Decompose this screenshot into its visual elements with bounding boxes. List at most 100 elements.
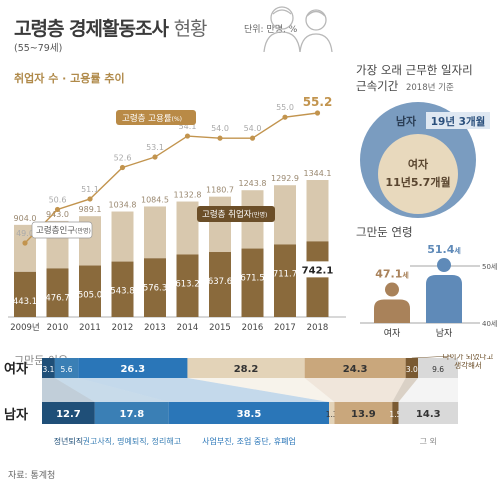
population-value-label: 989.1 bbox=[79, 205, 102, 214]
rate-point bbox=[282, 114, 288, 120]
page-title: 고령층 경제활동조사 현황 bbox=[14, 14, 208, 41]
reasons-segment bbox=[398, 402, 458, 424]
rate-point bbox=[249, 135, 256, 141]
reasons-connector bbox=[78, 378, 330, 402]
employed-label-bg bbox=[303, 261, 332, 278]
rate-point bbox=[119, 164, 126, 171]
employed-legend-label: 고령층 취업자(만명) bbox=[202, 209, 267, 220]
male-tenure-value: 19년 3개월 bbox=[431, 115, 486, 128]
tenure-circles: 남자 19년 3개월 여자 11년5.7개월 bbox=[360, 102, 490, 218]
reasons-category-label: 권고사직, 명예퇴직, 정리해고 bbox=[83, 436, 182, 446]
reasons-connector bbox=[392, 378, 419, 402]
male-person-icon bbox=[437, 258, 451, 273]
employed-value-label: 576.3 bbox=[143, 283, 167, 293]
employed-value-label: 543.8 bbox=[110, 287, 134, 297]
reasons-value-label: 14.3 bbox=[416, 409, 441, 420]
population-value-label: 943.0 bbox=[46, 210, 69, 219]
rate-value-label: 52.6 bbox=[114, 154, 132, 163]
x-tick-label: 2015 bbox=[209, 323, 231, 333]
title-tail: 현황 bbox=[173, 18, 208, 40]
reasons-value-label: 13.9 bbox=[351, 409, 376, 420]
rate-legend-box bbox=[116, 110, 196, 125]
age-category-label: 남자 bbox=[436, 328, 453, 339]
age-value-label: 51.4세 bbox=[427, 243, 461, 256]
rate-line bbox=[24, 112, 318, 244]
rate-legend-label: 고령층 고용률(%) bbox=[122, 113, 182, 124]
quit-age-section-title: 그만둔 연령 bbox=[356, 225, 413, 239]
rate-point bbox=[217, 135, 223, 141]
reasons-value-label: 5.6 bbox=[61, 365, 73, 374]
employed-bar bbox=[111, 261, 134, 317]
elderly-couple-illustration bbox=[263, 6, 333, 52]
rate-point bbox=[314, 110, 321, 116]
reasons-segment bbox=[42, 358, 55, 378]
tenure-title-line2: 근속기간 bbox=[356, 79, 399, 93]
employed-value-label: 711.7 bbox=[273, 269, 297, 279]
title-main: 고령층 경제활동조사 bbox=[14, 18, 169, 40]
employed-bar bbox=[79, 265, 101, 317]
population-value-label: 1243.8 bbox=[239, 179, 267, 188]
employed-bar bbox=[176, 254, 199, 317]
employed-value-label: 671.5 bbox=[240, 274, 264, 284]
rate-value-label: 54.1 bbox=[179, 122, 197, 131]
rate-value-label: 50.6 bbox=[49, 195, 67, 204]
rate-point bbox=[184, 133, 191, 139]
x-tick-label: 2011 bbox=[79, 323, 101, 333]
rate-value-label: 54.0 bbox=[244, 124, 262, 133]
age-40-label: 40세 bbox=[482, 319, 497, 328]
female-tenure-label: 여자 bbox=[408, 157, 429, 171]
female-tenure-circle bbox=[378, 134, 458, 214]
female-tenure-value: 11년5.7개월 bbox=[385, 175, 450, 189]
reasons-segment bbox=[405, 358, 419, 378]
source-note: 자료: 통계청 bbox=[8, 471, 56, 481]
reasons-row-label: 여자 bbox=[4, 361, 28, 377]
population-legend-box bbox=[31, 221, 93, 239]
population-value-label: 1292.9 bbox=[271, 174, 299, 183]
population-value-label: 1180.7 bbox=[206, 186, 234, 195]
reasons-segment bbox=[304, 358, 406, 378]
population-bar bbox=[209, 196, 231, 253]
reasons-value-label: 1.3 bbox=[326, 410, 338, 419]
reasons-connector bbox=[187, 378, 335, 402]
rate-value-label: 51.1 bbox=[81, 185, 99, 194]
male-tenure-label: 남자 bbox=[396, 114, 417, 128]
female-age-bar bbox=[374, 299, 410, 323]
reasons-category-label: 사업부진, 조업 중단, 휴폐업 bbox=[202, 436, 296, 446]
tenure-standard: 2018년 기준 bbox=[405, 83, 454, 93]
employed-value-label: 505.0 bbox=[78, 291, 102, 301]
population-value-label: 1084.5 bbox=[141, 195, 169, 204]
population-bar bbox=[111, 211, 134, 262]
population-value-label: 1344.1 bbox=[304, 169, 332, 178]
reasons-value-label: 9.6 bbox=[432, 365, 444, 374]
age-category-label: 여자 bbox=[384, 327, 401, 339]
employed-legend-box bbox=[197, 206, 275, 222]
reasons-segment bbox=[187, 358, 305, 378]
male-age-bar bbox=[426, 275, 462, 323]
unit-note: 단위: 만명, % bbox=[244, 25, 298, 35]
tenure-section-title: 가장 오래 근무한 일자리 근속기간 2018년 기준 bbox=[356, 62, 473, 96]
reasons-value-label: 17.8 bbox=[120, 409, 145, 420]
reasons-segment bbox=[42, 402, 95, 424]
rate-point bbox=[54, 206, 61, 213]
x-tick-label: 2013 bbox=[144, 323, 166, 333]
reasons-connector bbox=[304, 378, 406, 402]
reasons-segment bbox=[54, 358, 79, 378]
reasons-value-label: 38.5 bbox=[237, 409, 262, 420]
employed-bar bbox=[46, 268, 69, 317]
rate-point bbox=[87, 196, 93, 202]
reasons-value-label: 26.3 bbox=[120, 364, 145, 375]
x-tick-label: 2012 bbox=[112, 323, 134, 333]
population-value-label: 1132.8 bbox=[174, 191, 202, 200]
population-legend-label: 고령층인구(만명) bbox=[36, 225, 91, 236]
employed-value-label: 443.1 bbox=[13, 297, 37, 307]
employed-value-label: 742.1 bbox=[302, 265, 334, 276]
reasons-segment bbox=[94, 402, 169, 424]
reasons-callout-line bbox=[411, 355, 453, 359]
reasons-value-label: 1.5 bbox=[389, 410, 401, 419]
employed-value-label: 637.6 bbox=[208, 277, 232, 287]
population-bar bbox=[306, 180, 329, 242]
reasons-value-label: 12.7 bbox=[56, 409, 81, 420]
population-bar bbox=[144, 206, 166, 259]
population-value-label: 1034.8 bbox=[109, 201, 137, 210]
